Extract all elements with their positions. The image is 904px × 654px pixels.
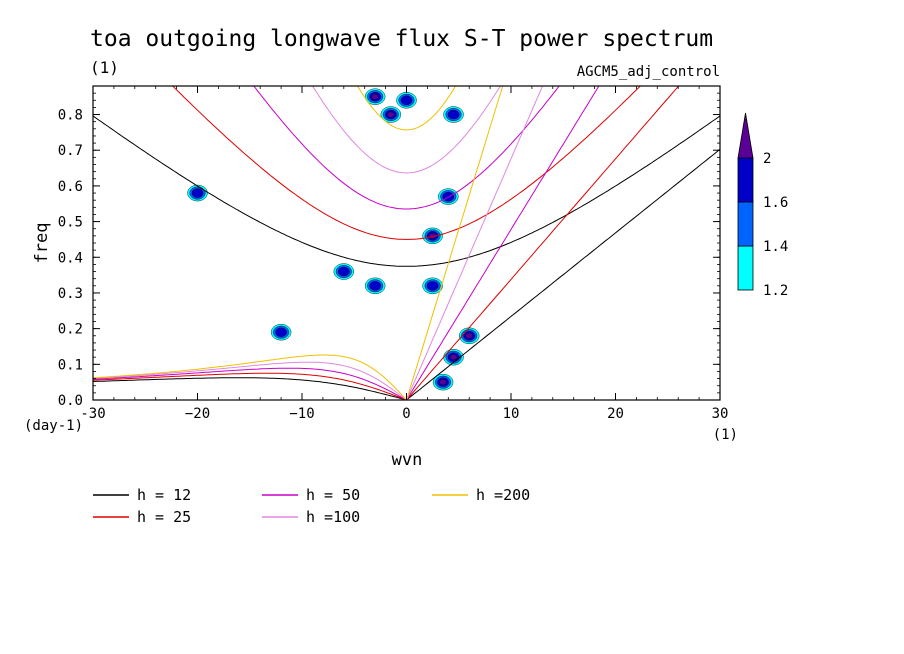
y-tick-label: 0.8 <box>58 108 83 124</box>
y-axis-label: freq <box>32 223 52 264</box>
power-region <box>364 277 386 295</box>
dispersion-curves <box>93 86 720 400</box>
colorbar-label: 1.4 <box>763 239 788 255</box>
plot-frame <box>92 85 721 401</box>
curve-kelvin <box>406 86 680 400</box>
curve-kelvin <box>406 148 720 400</box>
colorbar-segment <box>737 157 754 203</box>
legend-label: h = 25 <box>137 508 191 526</box>
y-axis-unit: (day-1) <box>24 418 83 434</box>
power-contour <box>447 109 460 120</box>
power-region <box>333 263 354 280</box>
curve-er <box>93 377 407 400</box>
curve-ig <box>171 86 642 240</box>
power-contour <box>387 111 395 118</box>
legend-label: h =100 <box>306 508 360 526</box>
power-region <box>422 277 443 295</box>
curve-er <box>93 361 407 400</box>
y-tick-label: 0.5 <box>58 215 83 231</box>
legend-label: h =200 <box>476 486 530 504</box>
legend-item: h =100 <box>262 508 360 526</box>
colorbar-label: 1.2 <box>763 283 788 299</box>
chart-title: toa outgoing longwave flux S-T power spe… <box>90 26 713 52</box>
power-contour <box>275 327 287 337</box>
curve-ig <box>93 115 720 267</box>
power-region <box>443 106 464 123</box>
y-tick-label: 0.3 <box>58 286 83 302</box>
power-contour <box>371 93 379 100</box>
curve-er <box>93 372 407 400</box>
legend-item: h =200 <box>432 486 530 504</box>
dispersion-curve <box>93 86 504 400</box>
curve-er <box>93 367 407 400</box>
dispersion-curve <box>93 86 544 400</box>
power-contour <box>191 188 204 198</box>
legend-label: h = 12 <box>137 486 191 504</box>
power-region <box>459 327 480 344</box>
y-tick-label: 0.0 <box>58 393 83 409</box>
x-tick-label: -30 <box>80 406 105 422</box>
power-contour <box>426 281 439 291</box>
power-region <box>364 88 386 105</box>
x-axis-label: wvn <box>392 450 423 470</box>
x-tick-label: −10 <box>289 406 314 422</box>
x-tick-label: −20 <box>185 406 210 422</box>
power-region <box>380 106 402 123</box>
y-tick-label: 0.2 <box>58 322 83 338</box>
power-region <box>396 92 417 109</box>
curve-kelvin <box>406 86 504 400</box>
power-region <box>443 348 464 366</box>
x-axis: -30 −20 −10 0 10 20 30 <box>80 86 728 422</box>
curve-ig <box>356 86 457 131</box>
colorbar: 1.2 1.4 1.6 2 <box>737 112 788 299</box>
power-region <box>422 227 443 245</box>
legend-item: h = 12 <box>93 486 191 504</box>
colorbar-label: 1.6 <box>763 195 788 211</box>
curve-kelvin <box>406 86 600 400</box>
power-region <box>187 184 208 202</box>
y-tick-label: 0.7 <box>58 143 83 159</box>
power-contour <box>465 332 473 339</box>
power-contour <box>449 354 458 361</box>
power-contour <box>337 266 350 277</box>
power-region <box>432 373 454 391</box>
colorbar-segment <box>737 201 754 247</box>
curve-kelvin <box>406 86 544 400</box>
colorbar-label: 2 <box>763 151 771 167</box>
curve-ig <box>311 86 502 174</box>
x-tick-label: 30 <box>712 406 729 422</box>
dispersion-curve <box>93 86 680 400</box>
y-tick-label: 0.1 <box>58 357 83 373</box>
power-contour <box>400 95 413 105</box>
y-tick-label: 0.4 <box>58 250 83 266</box>
legend-item: h = 25 <box>93 508 191 526</box>
chart-subtitle: AGCM5_adj_control <box>577 64 720 80</box>
curve-er <box>93 354 407 400</box>
legend: h = 12 h = 25 h = 50 h =100 h =200 <box>93 486 530 526</box>
power-contour <box>439 379 447 386</box>
legend-label: h = 50 <box>306 486 360 504</box>
power-region <box>270 324 292 341</box>
x-tick-label: 10 <box>503 406 520 422</box>
colorbar-extension <box>737 112 754 159</box>
x-axis-unit: (1) <box>713 427 738 443</box>
dispersion-curve <box>93 115 720 400</box>
x-tick-label: 20 <box>607 406 624 422</box>
legend-item: h = 50 <box>262 486 360 504</box>
power-contour <box>369 281 381 291</box>
chart-title-units: (1) <box>90 58 119 77</box>
dispersion-curve <box>93 86 600 400</box>
power-region <box>438 188 459 205</box>
colorbar-segment <box>737 245 754 291</box>
x-tick-label: 0 <box>402 406 410 422</box>
y-axis: 0.0 0.1 0.2 0.3 0.4 0.5 0.6 0.7 0.8 <box>58 85 720 409</box>
y-tick-label: 0.6 <box>58 179 83 195</box>
curve-ig <box>253 86 560 210</box>
power-regions <box>187 88 480 391</box>
